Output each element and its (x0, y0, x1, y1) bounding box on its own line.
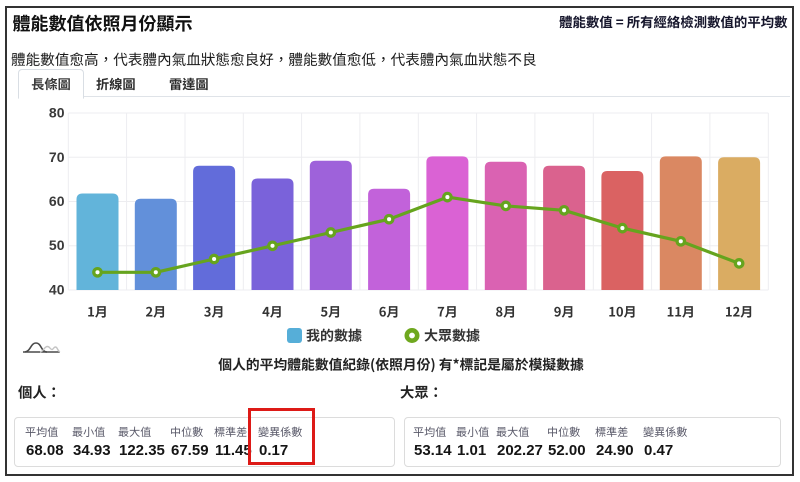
svg-text:50: 50 (49, 237, 65, 253)
svg-text:70: 70 (49, 149, 65, 165)
svg-text:80: 80 (49, 105, 65, 121)
svg-text:60: 60 (49, 193, 65, 209)
svg-text:40: 40 (49, 282, 65, 298)
